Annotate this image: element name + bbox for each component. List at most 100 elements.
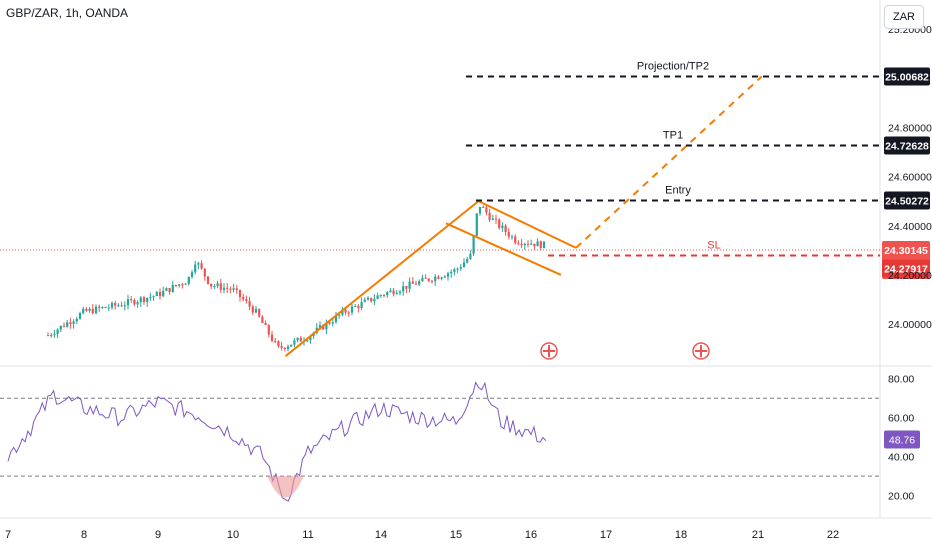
time-tick-label: 14 xyxy=(375,529,387,541)
time-tick-label: 22 xyxy=(827,529,839,541)
candle-body xyxy=(450,271,453,274)
candle-body xyxy=(66,322,69,327)
rsi-oversold-fill xyxy=(267,476,304,498)
candle-body xyxy=(85,308,88,312)
candle-body xyxy=(242,297,245,300)
candle-body xyxy=(264,322,267,326)
candle-body xyxy=(82,308,85,314)
candle-body xyxy=(354,306,357,308)
candle-body xyxy=(488,212,491,220)
level-tag: 24.72628 xyxy=(885,140,929,152)
current-price-tag: 24.30145 xyxy=(884,245,928,257)
price-tick-label: 24.60000 xyxy=(888,172,932,184)
candle-body xyxy=(158,292,162,297)
candle-body xyxy=(174,284,178,286)
candle-body xyxy=(258,309,261,317)
candle-body xyxy=(120,305,123,307)
candle-body xyxy=(146,297,149,303)
currency-button[interactable]: ZAR xyxy=(884,5,924,29)
candle-body xyxy=(347,312,350,314)
time-tick-label: 7 xyxy=(5,529,11,541)
candle-body xyxy=(475,213,478,236)
time-tick-label: 21 xyxy=(752,529,764,541)
candle-body xyxy=(443,276,446,278)
candle-body xyxy=(50,334,53,336)
candle-body xyxy=(453,269,456,272)
candle-body xyxy=(152,296,155,298)
candle-body xyxy=(184,283,187,285)
price-candles xyxy=(46,205,546,352)
candle-body xyxy=(277,341,280,347)
candle-body xyxy=(168,288,171,293)
time-tick-label: 10 xyxy=(227,529,239,541)
level-label: TP1 xyxy=(663,129,683,141)
candle-body xyxy=(123,305,126,307)
candle-body xyxy=(389,290,392,293)
candle-body xyxy=(325,322,328,330)
rsi-tick-label: 40.00 xyxy=(888,452,914,464)
candle-body xyxy=(430,280,434,282)
candle-body xyxy=(94,306,98,314)
grid xyxy=(0,0,932,519)
rsi-value-tag: 48.76 xyxy=(889,435,915,447)
candle-body xyxy=(507,232,510,237)
projection-line xyxy=(575,75,763,249)
candle-body xyxy=(56,329,59,335)
trade-levels: Projection/TP2 25.00682 TP1 24.72628 Entry 24… xyxy=(0,60,930,360)
candle-body xyxy=(203,268,206,277)
candle-body xyxy=(248,301,251,307)
candle-body xyxy=(69,322,72,324)
candle-body xyxy=(280,346,283,348)
candle-body xyxy=(222,287,226,290)
candle-body xyxy=(210,283,213,287)
candle-body xyxy=(130,299,133,301)
time-tick-label: 9 xyxy=(155,529,161,541)
price-tick-label: 24.80000 xyxy=(888,122,932,134)
flag-lower-line xyxy=(445,222,562,276)
candle-body xyxy=(75,318,78,322)
rsi-tick-label: 80.00 xyxy=(888,374,914,386)
candle-body xyxy=(418,281,421,285)
candle-body xyxy=(142,297,146,303)
level-tag: 25.00682 xyxy=(885,71,929,83)
rsi-value-tag-bg xyxy=(884,430,920,449)
candle-body xyxy=(293,340,296,345)
candle-body xyxy=(459,267,462,269)
candle-body xyxy=(398,291,402,294)
candle-body xyxy=(267,325,270,335)
candle-body xyxy=(296,337,299,341)
candle-body xyxy=(290,344,293,347)
candle-body xyxy=(424,277,427,279)
candle-body xyxy=(427,278,430,281)
flag-pattern xyxy=(284,75,763,357)
candle-body xyxy=(104,307,107,309)
candle-body xyxy=(229,288,232,290)
time-tick-label: 15 xyxy=(450,529,462,541)
candle-body xyxy=(341,309,344,315)
candle-body xyxy=(360,301,363,308)
candle-body xyxy=(226,287,229,289)
candle-body xyxy=(200,263,203,269)
candle-body xyxy=(171,284,174,293)
price-tick-label: 24.40000 xyxy=(888,221,932,233)
candle-body xyxy=(485,207,488,213)
candle-body xyxy=(232,288,235,290)
candle-body xyxy=(261,316,264,323)
level-label: Projection/TP2 xyxy=(637,60,709,72)
candle-body xyxy=(165,288,168,291)
candle-body xyxy=(421,277,424,282)
candle-body xyxy=(245,299,248,302)
candle-body xyxy=(114,302,117,306)
candle-body xyxy=(539,241,542,249)
candle-body xyxy=(466,259,469,263)
candle-body xyxy=(517,242,520,244)
candle-body xyxy=(395,293,398,295)
candle-body xyxy=(270,334,274,341)
candle-body xyxy=(462,262,466,268)
candle-body xyxy=(286,346,290,350)
candle-body xyxy=(357,306,360,308)
candle-body xyxy=(501,225,504,228)
level-label: SL xyxy=(707,239,720,251)
candle-body xyxy=(322,325,325,330)
